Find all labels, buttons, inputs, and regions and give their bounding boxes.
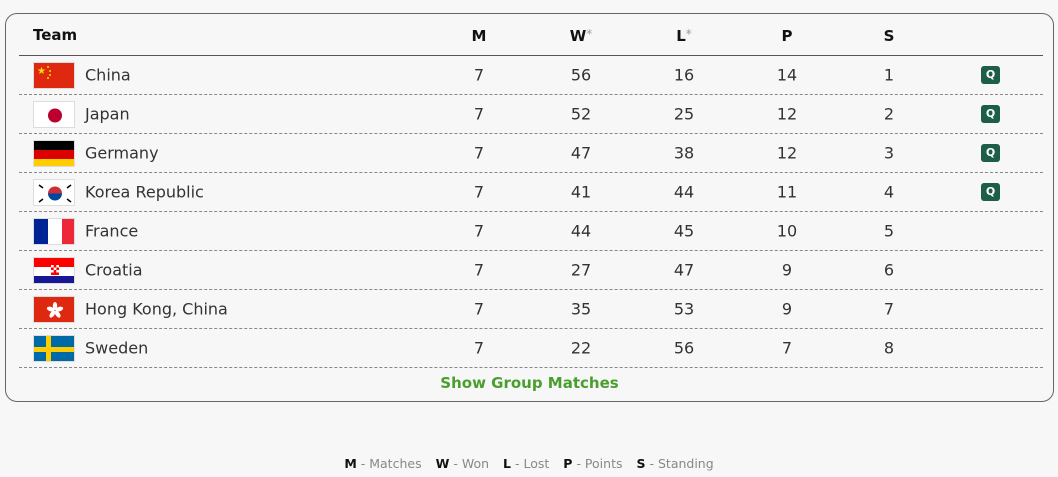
cell-matches: 7 <box>473 221 485 241</box>
cell-matches: 7 <box>473 182 485 202</box>
cell-matches: 7 <box>473 299 485 319</box>
table-row: France 7 44 45 10 5 <box>19 212 1043 251</box>
table-row: Germany 7 47 38 12 3 Q <box>19 134 1043 173</box>
standings-card: Team M W* L* P S ★ China 7 56 16 14 1 Q Japan 7… <box>5 13 1054 402</box>
table-header: Team M W* L* P S <box>19 14 1043 56</box>
cell-matches: 7 <box>473 65 485 85</box>
sweden-flag-icon <box>33 335 75 362</box>
cell-won: 35 <box>570 299 592 319</box>
cell-points: 14 <box>776 65 798 85</box>
cell-points: 12 <box>776 104 798 124</box>
china-flag-icon: ★ <box>33 62 75 89</box>
cell-won: 56 <box>570 65 592 85</box>
cell-won: 41 <box>570 182 592 202</box>
team-name[interactable]: France <box>85 221 139 241</box>
cell-matches: 7 <box>473 104 485 124</box>
cell-standing: 7 <box>883 299 895 319</box>
team-name[interactable]: China <box>85 65 131 85</box>
cell-lost: 44 <box>673 182 695 202</box>
qualified-badge: Q <box>981 66 1000 84</box>
cell-points: 9 <box>781 260 793 280</box>
header-team: Team <box>33 26 78 44</box>
qualified-badge: Q <box>981 144 1000 162</box>
cell-standing: 5 <box>883 221 895 241</box>
header-lost: L* <box>676 27 692 45</box>
cell-won: 27 <box>570 260 592 280</box>
team-name[interactable]: Japan <box>85 104 130 124</box>
cell-standing: 3 <box>883 143 895 163</box>
team-name[interactable]: Hong Kong, China <box>85 299 228 319</box>
table-row: Korea Republic 7 41 44 11 4 Q <box>19 173 1043 212</box>
cell-matches: 7 <box>473 338 485 358</box>
cell-standing: 8 <box>883 338 895 358</box>
hongkong-flag-icon <box>33 296 75 323</box>
france-flag-icon <box>33 218 75 245</box>
cell-matches: 7 <box>473 143 485 163</box>
standings-table: Team M W* L* P S ★ China 7 56 16 14 1 Q Japan 7… <box>19 14 1043 368</box>
korea-flag-icon <box>33 179 75 206</box>
cell-points: 12 <box>776 143 798 163</box>
cell-points: 7 <box>781 338 793 358</box>
cell-lost: 53 <box>673 299 695 319</box>
table-row: ★ China 7 56 16 14 1 Q <box>19 56 1043 95</box>
legend: M - Matches W - Won L - Lost P - Points S - … <box>0 456 1058 471</box>
cell-lost: 56 <box>673 338 695 358</box>
cell-won: 47 <box>570 143 592 163</box>
team-name[interactable]: Germany <box>85 143 159 163</box>
cell-standing: 6 <box>883 260 895 280</box>
svg-text:★: ★ <box>37 66 46 77</box>
cell-lost: 16 <box>673 65 695 85</box>
qualified-badge: Q <box>981 105 1000 123</box>
legend-item: L - Lost <box>503 456 550 471</box>
show-group-matches-link[interactable]: Show Group Matches <box>440 374 619 392</box>
cell-matches: 7 <box>473 260 485 280</box>
legend-item: P - Points <box>563 456 623 471</box>
team-name[interactable]: Sweden <box>85 338 149 358</box>
header-matches: M <box>471 27 487 45</box>
cell-lost: 47 <box>673 260 695 280</box>
cell-points: 9 <box>781 299 793 319</box>
table-row: Hong Kong, China 7 35 53 9 7 <box>19 290 1043 329</box>
legend-item: W - Won <box>435 456 490 471</box>
header-standing: S <box>883 27 895 45</box>
header-points: P <box>781 27 793 45</box>
cell-lost: 25 <box>673 104 695 124</box>
cell-won: 22 <box>570 338 592 358</box>
germany-flag-icon <box>33 140 75 167</box>
team-name[interactable]: Korea Republic <box>85 182 204 202</box>
cell-standing: 4 <box>883 182 895 202</box>
croatia-flag-icon <box>33 257 75 284</box>
cell-lost: 38 <box>673 143 695 163</box>
cell-points: 10 <box>776 221 798 241</box>
cell-standing: 2 <box>883 104 895 124</box>
qualified-badge: Q <box>981 183 1000 201</box>
team-name[interactable]: Croatia <box>85 260 143 280</box>
cell-lost: 45 <box>673 221 695 241</box>
table-row: Japan 7 52 25 12 2 Q <box>19 95 1043 134</box>
table-row: Sweden 7 22 56 7 8 <box>19 329 1043 368</box>
japan-flag-icon <box>33 101 75 128</box>
cell-points: 11 <box>776 182 798 202</box>
cell-standing: 1 <box>883 65 895 85</box>
table-row: Croatia 7 27 47 9 6 <box>19 251 1043 290</box>
cell-won: 44 <box>570 221 592 241</box>
legend-item: M - Matches <box>344 456 422 471</box>
cell-won: 52 <box>570 104 592 124</box>
header-won: W* <box>569 27 593 45</box>
legend-item: S - Standing <box>636 456 714 471</box>
